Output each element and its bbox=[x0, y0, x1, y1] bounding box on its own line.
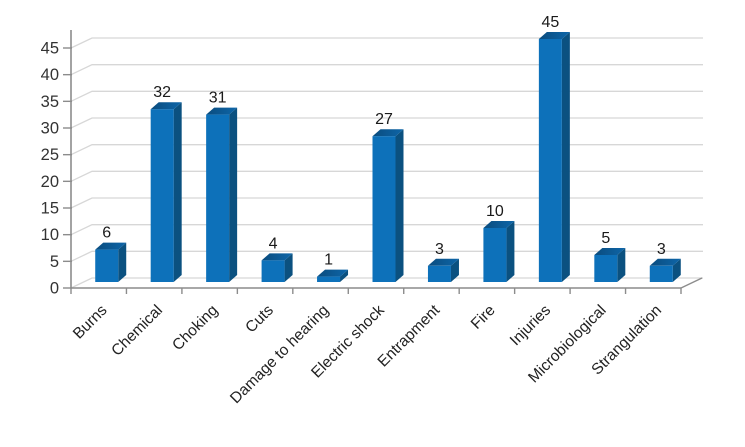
bar bbox=[649, 265, 673, 282]
y-axis-tick-label: 35 bbox=[41, 93, 59, 111]
bar-top-face bbox=[538, 32, 570, 39]
bar-side-face bbox=[450, 258, 459, 282]
bar-top-face bbox=[95, 242, 127, 250]
category-tick-label: Damage to hearing bbox=[227, 302, 332, 407]
bar-value-label: 3 bbox=[435, 241, 444, 258]
bar-side-face bbox=[118, 242, 127, 282]
bar-side-face bbox=[395, 129, 404, 282]
bar-top-face bbox=[649, 258, 681, 266]
bar bbox=[317, 276, 341, 282]
bar bbox=[427, 265, 451, 282]
bar-value-label: 32 bbox=[153, 84, 171, 101]
bar-side-face bbox=[617, 248, 626, 282]
bar-top-face bbox=[150, 102, 182, 110]
gridline bbox=[70, 64, 703, 76]
gridline bbox=[70, 117, 703, 129]
bar-side-face bbox=[229, 107, 238, 282]
bar-value-label: 1 bbox=[324, 252, 333, 269]
bar-top-face bbox=[261, 253, 293, 261]
category-tick-label: Fire bbox=[468, 302, 499, 333]
bar bbox=[594, 255, 618, 282]
bar-value-label: 3 bbox=[657, 241, 666, 258]
gridline bbox=[70, 144, 703, 156]
y-axis-tick-label: 10 bbox=[41, 226, 59, 244]
bar-top-face bbox=[427, 258, 459, 266]
bar-side-face bbox=[284, 253, 293, 282]
gridline bbox=[70, 197, 703, 209]
y-axis-tick-label: 40 bbox=[41, 66, 59, 84]
bar bbox=[95, 249, 119, 282]
y-axis-tick-label: 20 bbox=[41, 173, 59, 191]
bar-top-face bbox=[317, 269, 349, 277]
bar-side-face bbox=[340, 269, 349, 282]
bar-value-label: 5 bbox=[601, 230, 610, 247]
y-axis-tick-label: 0 bbox=[50, 280, 59, 298]
y-axis-tick-label: 5 bbox=[50, 253, 59, 271]
floor-right-edge bbox=[680, 277, 703, 289]
bar-top-face bbox=[483, 221, 515, 228]
bar-side-face bbox=[506, 221, 515, 282]
bar-side-face bbox=[173, 102, 182, 282]
y-axis-tick-label: 30 bbox=[41, 120, 59, 138]
bar-value-label: 27 bbox=[375, 111, 393, 128]
category-tick-label: Cuts bbox=[242, 302, 277, 337]
gridline bbox=[70, 170, 703, 182]
y-axis-tick-label: 45 bbox=[41, 40, 59, 58]
bar-value-label: 45 bbox=[541, 14, 559, 31]
gridline bbox=[70, 37, 703, 49]
category-tick-label: Chemical bbox=[108, 302, 166, 360]
gridline bbox=[70, 90, 703, 102]
category-tick-label: Choking bbox=[169, 302, 221, 354]
bar bbox=[483, 228, 507, 282]
bar bbox=[150, 109, 174, 282]
y-axis-tick-label: 25 bbox=[41, 146, 59, 164]
y-axis-tick-label: 15 bbox=[41, 200, 59, 218]
bar-top-face bbox=[372, 129, 404, 137]
category-tick-label: Burns bbox=[70, 302, 111, 343]
bar-top-face bbox=[206, 107, 238, 115]
bar bbox=[206, 114, 230, 282]
bar bbox=[372, 136, 396, 282]
bar-value-label: 10 bbox=[486, 203, 504, 220]
bar bbox=[261, 260, 285, 282]
bar-value-label: 31 bbox=[209, 90, 227, 107]
bar-side-face bbox=[672, 258, 681, 282]
bar bbox=[538, 39, 562, 282]
bar-value-label: 4 bbox=[269, 235, 278, 252]
category-tick-label: Injuries bbox=[507, 302, 555, 350]
bar-top-face bbox=[594, 248, 626, 255]
bar-side-face bbox=[561, 32, 570, 282]
bar-value-label: 6 bbox=[102, 225, 111, 242]
